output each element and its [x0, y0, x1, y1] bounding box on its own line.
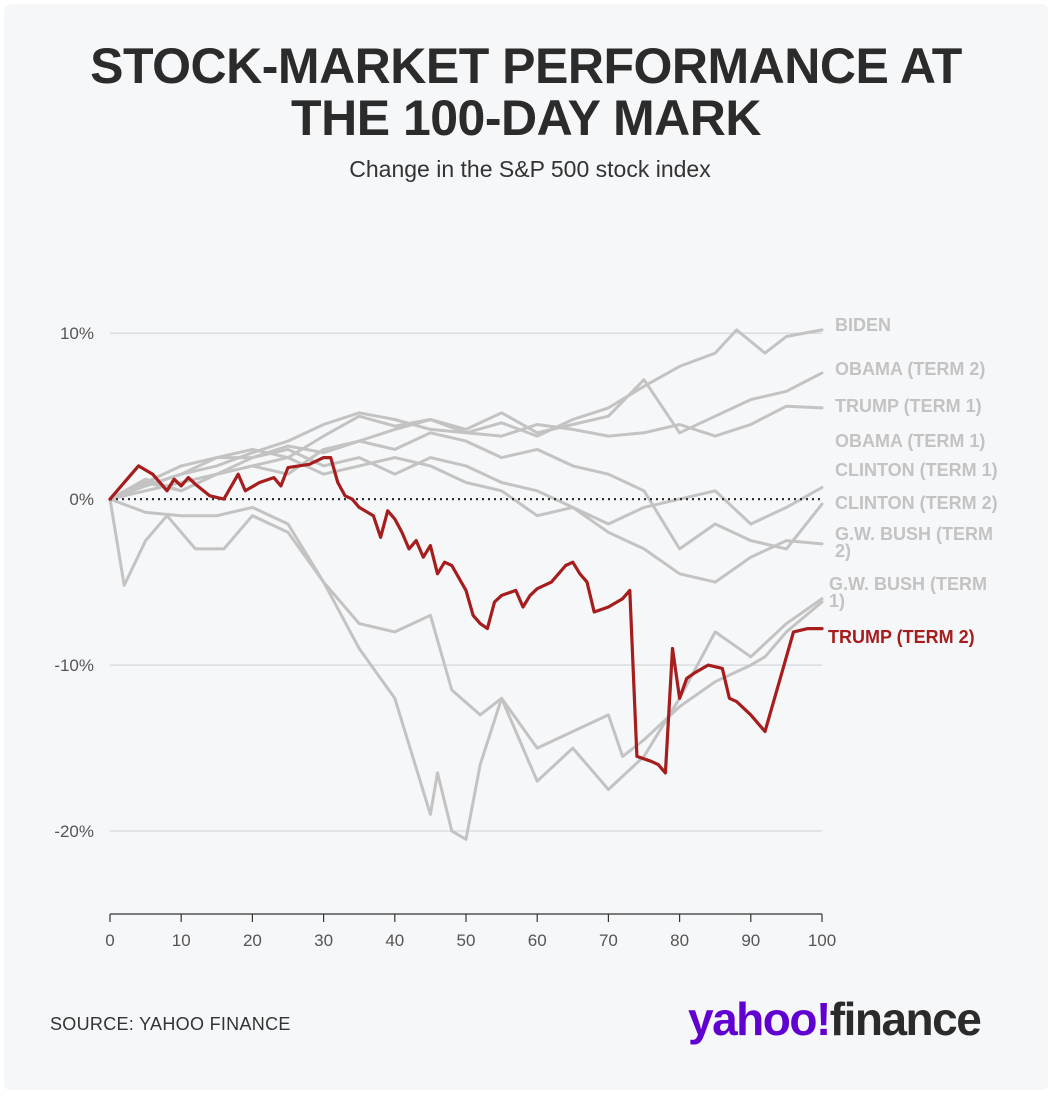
series-line-clinton-term-1 [108, 456, 824, 526]
series-label-clinton-term-1: CLINTON (TERM 1) [835, 460, 998, 480]
series-line-g-w-bush-term-2 [108, 447, 824, 584]
series-label-g-w-bush-term-1: G.W. BUSH (TERM [829, 574, 987, 594]
series-label-g-w-bush-term-1: 1) [829, 591, 845, 611]
logo-yahoo: yahoo! [688, 993, 831, 1045]
series-line-trump-term-2 [108, 456, 824, 775]
series-label-trump-term-2: TRUMP (TERM 2) [828, 627, 975, 647]
series-labels: BIDEN OBAMA (TERM 2) TRUMP (TERM 1) OBAMA (… [828, 315, 998, 647]
x-tick-label: 20 [243, 931, 262, 950]
y-tick-label: -20% [54, 822, 94, 841]
x-axis: 0 10 20 30 40 50 60 70 80 90 100 [105, 913, 836, 950]
x-tick-label: 90 [741, 931, 760, 950]
y-tick-label: -10% [54, 656, 94, 675]
x-tick-label: 0 [105, 931, 114, 950]
x-tick-label: 80 [670, 931, 689, 950]
x-tick-label: 60 [528, 931, 547, 950]
chart-card [4, 4, 1048, 1090]
y-tick-label: 10% [60, 324, 94, 343]
series-label-g-w-bush-term-2: G.W. BUSH (TERM [835, 524, 993, 544]
y-axis: 10% 0% -10% -20% [54, 324, 94, 841]
y-tick-label: 0% [69, 490, 94, 509]
x-tick-label: 100 [808, 931, 836, 950]
series-label-obama-term-2: OBAMA (TERM 2) [835, 359, 985, 379]
source-note: SOURCE: YAHOO FINANCE [50, 1014, 291, 1034]
x-tick-label: 30 [314, 931, 333, 950]
title-line-1: STOCK-MARKET PERFORMANCE AT [90, 38, 962, 94]
chart-subtitle: Change in the S&P 500 stock index [349, 156, 711, 182]
x-tick-label: 50 [457, 931, 476, 950]
line-chart: 0 10 20 30 40 50 60 70 80 90 100 10% 0% -10% -20% BID… [54, 315, 998, 950]
series-line-clinton-term-2 [108, 431, 824, 551]
series-label-biden: BIDEN [835, 315, 891, 335]
series-line-obama-term-1 [108, 497, 824, 791]
yahoo-finance-logo: yahoo!finance [688, 992, 982, 1046]
series-line-obama-term-2 [108, 371, 824, 501]
series-line-g-w-bush-term-1 [108, 497, 824, 841]
series-label-obama-term-1: OBAMA (TERM 1) [835, 431, 985, 451]
series-label-g-w-bush-term-2: 2) [835, 541, 851, 561]
series-line-biden [108, 328, 824, 501]
series-label-trump-term-1: TRUMP (TERM 1) [835, 396, 982, 416]
logo-finance: finance [829, 993, 982, 1045]
series-line-trump-term-1 [108, 404, 824, 501]
series-label-clinton-term-2: CLINTON (TERM 2) [835, 493, 998, 513]
page-title: STOCK-MARKET PERFORMANCE AT THE 100-DAY … [0, 40, 1052, 144]
x-tick-label: 40 [385, 931, 404, 950]
title-line-2: THE 100-DAY MARK [291, 90, 761, 146]
series-lines [108, 328, 824, 841]
x-tick-label: 10 [172, 931, 191, 950]
gridlines [110, 332, 822, 832]
x-tick-label: 70 [599, 931, 618, 950]
